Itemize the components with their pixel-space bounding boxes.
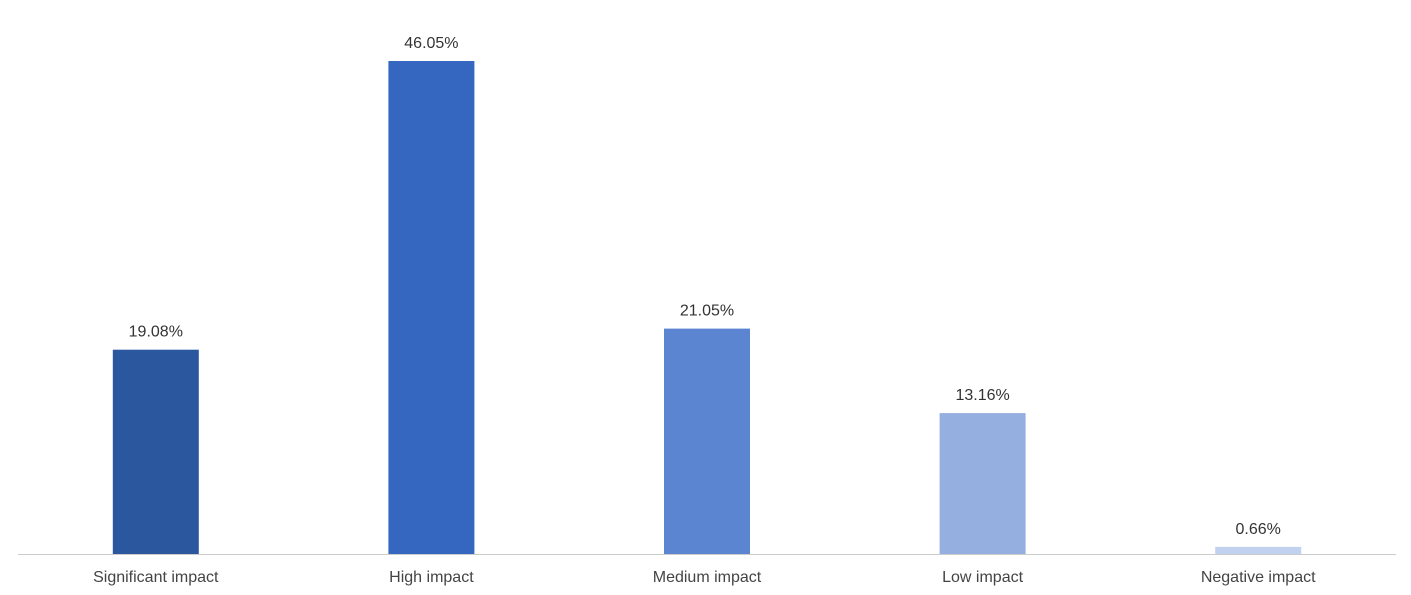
- bar-high-impact: [388, 61, 475, 554]
- category-label-medium-impact: Medium impact: [653, 569, 762, 586]
- category-label-significant-impact: Significant impact: [93, 569, 219, 586]
- value-label-medium-impact: 21.05%: [680, 303, 734, 320]
- category-label-negative-impact: Negative impact: [1201, 569, 1316, 586]
- category-label-high-impact: High impact: [389, 569, 474, 586]
- bar-medium-impact: [664, 328, 750, 554]
- bars-group: [112, 61, 1302, 554]
- category-labels-group: Significant impact High impact Medium impa…: [93, 569, 1316, 586]
- value-label-high-impact: 46.05%: [404, 35, 458, 52]
- value-label-negative-impact: 0.66%: [1236, 521, 1281, 538]
- value-labels-group: 19.08% 46.05% 21.05% 13.16% 0.66%: [129, 35, 1281, 538]
- bar-negative-impact: [1215, 546, 1302, 554]
- value-label-significant-impact: 19.08%: [129, 324, 183, 341]
- bar-significant-impact: [112, 349, 199, 554]
- value-label-low-impact: 13.16%: [955, 387, 1009, 404]
- category-label-low-impact: Low impact: [942, 569, 1023, 586]
- bar-low-impact: [939, 413, 1026, 554]
